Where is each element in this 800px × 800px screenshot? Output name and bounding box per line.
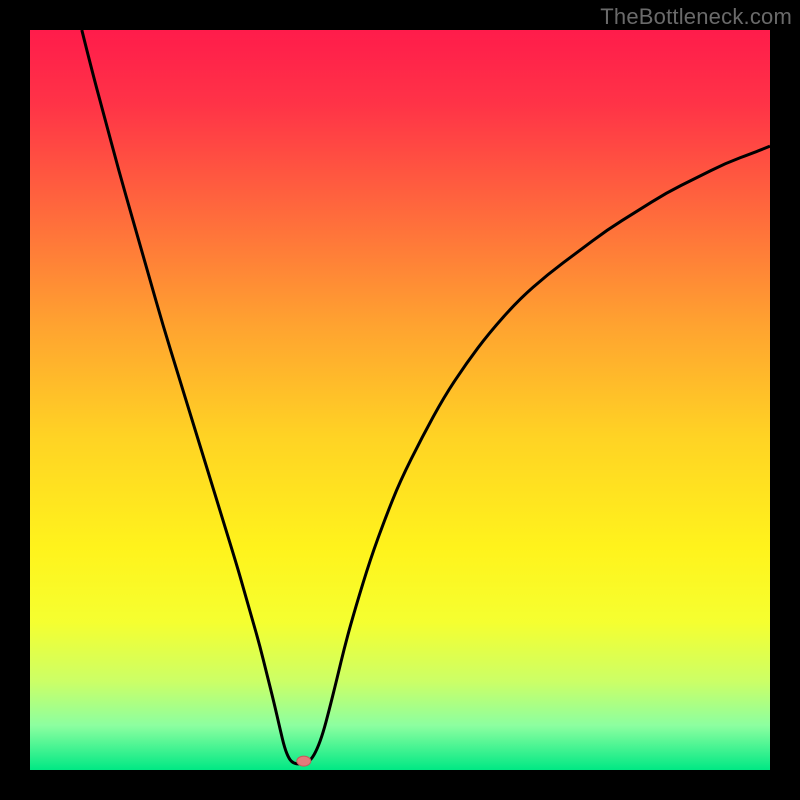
optimal-point-marker — [297, 756, 311, 766]
figure-wrap: TheBottleneck.com — [0, 0, 800, 800]
plot-background-gradient — [30, 30, 770, 770]
bottleneck-chart — [0, 0, 800, 800]
watermark-text: TheBottleneck.com — [600, 4, 792, 30]
